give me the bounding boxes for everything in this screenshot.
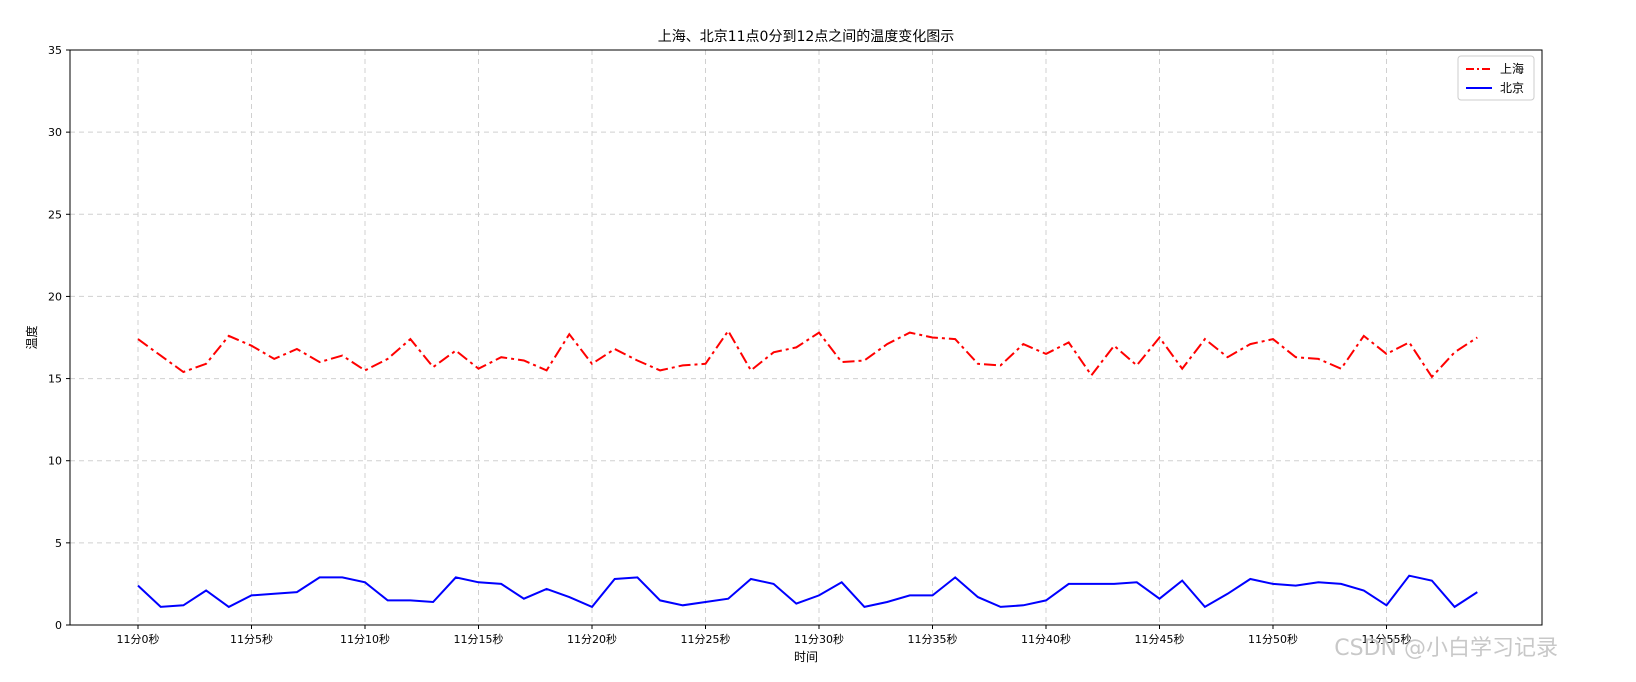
y-tick-label: 30 xyxy=(48,126,62,139)
watermark: CSDN @小白学习记录 xyxy=(1334,636,1558,661)
chart-title: 上海、北京11点0分到12点之间的温度变化图示 xyxy=(658,29,955,45)
x-tick-label: 11分10秒 xyxy=(340,632,390,646)
x-tick-label: 11分45秒 xyxy=(1135,632,1185,646)
legend-label: 北京 xyxy=(1500,81,1524,95)
x-tick-label: 11分5秒 xyxy=(230,632,273,646)
y-tick-label: 5 xyxy=(55,537,62,550)
plot-area-frame xyxy=(69,49,1543,626)
x-tick-label: 11分40秒 xyxy=(1021,632,1071,646)
x-tick-label: 11分20秒 xyxy=(567,632,617,646)
y-tick-label: 0 xyxy=(55,619,62,632)
x-axis-ticks: 11分0秒 11分5秒 11分10秒 11分15秒 11分20秒 11分25秒 11分30秒… xyxy=(117,625,1412,646)
y-tick-label: 35 xyxy=(48,44,62,57)
x-tick-label: 11分25秒 xyxy=(681,632,731,646)
y-tick-label: 10 xyxy=(48,455,62,468)
y-tick-label: 25 xyxy=(48,208,62,221)
x-tick-label: 11分35秒 xyxy=(908,632,958,646)
x-tick-label: 11分15秒 xyxy=(454,632,504,646)
x-tick-label: 11分0秒 xyxy=(117,632,160,646)
y-tick-label: 15 xyxy=(48,373,62,386)
grid-lines xyxy=(70,49,1542,626)
series-line-beijing xyxy=(137,574,1478,609)
series-line-shanghai xyxy=(137,329,1478,379)
x-tick-label: 11分55秒 xyxy=(1362,632,1412,646)
x-axis-label: 时间 xyxy=(794,650,818,664)
x-tick-label: 11分30秒 xyxy=(794,632,844,646)
series-lines xyxy=(137,329,1478,609)
legend-label: 上海 xyxy=(1500,61,1524,76)
y-axis-ticks: 0 5 10 15 20 25 30 35 xyxy=(48,44,70,632)
x-tick-label: 11分50秒 xyxy=(1248,632,1298,646)
y-axis-label: 温度 xyxy=(24,325,39,349)
y-tick-label: 20 xyxy=(48,290,62,303)
